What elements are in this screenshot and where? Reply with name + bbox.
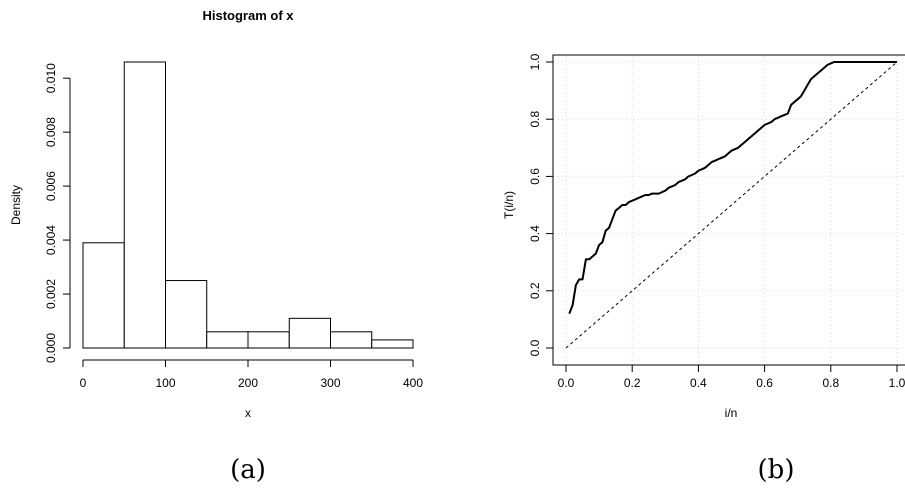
histogram-bar xyxy=(82,242,125,349)
panel-caption-b: (b) xyxy=(758,455,795,485)
histogram-x-tick-label: 400 xyxy=(403,376,423,390)
histogram-bar xyxy=(330,331,373,349)
plot-x-label: i/n xyxy=(725,406,738,420)
histogram-title: Histogram of x xyxy=(202,8,294,23)
plot-series xyxy=(565,61,898,349)
histogram-bar xyxy=(165,280,208,349)
histogram-y-axis: 0.000 0.002 0.004 0.006 0.008 0.010 xyxy=(44,63,71,363)
panel-caption-a: (a) xyxy=(230,455,266,485)
histogram-y-label: Density xyxy=(9,185,23,225)
plot-x-axis: 0.0 0.2 0.4 0.6 0.8 1.0 xyxy=(558,365,905,390)
histogram-x-axis: 0 100 200 300 400 xyxy=(80,359,423,390)
histogram-bar xyxy=(123,61,166,349)
histogram-y-tick-label: 0.004 xyxy=(44,225,58,255)
plot-y-tick-label: 0.4 xyxy=(528,225,542,242)
histogram-bars xyxy=(82,61,414,349)
histogram-y-tick-label: 0.002 xyxy=(44,279,58,309)
plot-y-tick-label: 1.0 xyxy=(528,53,542,70)
ttt-plot-panel: 0.0 0.2 0.4 0.6 0.8 1.0 0.0 0.2 0.4 0.6 0.8 1.0 i/… xyxy=(502,53,905,485)
plot-y-axis: 0.0 0.2 0.4 0.6 0.8 1.0 xyxy=(528,53,553,356)
plot-y-tick-label: 0.2 xyxy=(528,282,542,299)
histogram-bar xyxy=(206,331,249,349)
histogram-y-tick-label: 0.008 xyxy=(44,117,58,147)
histogram-y-tick-label: 0.006 xyxy=(44,171,58,201)
plot-frame xyxy=(552,54,905,366)
reference-diagonal-line xyxy=(565,61,898,349)
histogram-bar xyxy=(288,317,331,349)
plot-y-tick-label: 0.8 xyxy=(528,111,542,128)
histogram-bar xyxy=(247,331,290,349)
histogram-x-tick-label: 200 xyxy=(238,376,258,390)
histogram-bar xyxy=(371,339,414,349)
plot-y-tick-label: 0.6 xyxy=(528,168,542,185)
plot-y-label: T(i/n) xyxy=(502,191,516,219)
ttt-curve-line xyxy=(568,61,897,315)
plot-x-tick-label: 0.2 xyxy=(624,376,641,390)
plot-x-tick-label: 0.6 xyxy=(756,376,773,390)
plot-x-tick-label: 0.4 xyxy=(690,376,707,390)
plot-y-tick-label: 0.0 xyxy=(528,339,542,356)
plot-x-tick-label: 0.0 xyxy=(558,376,575,390)
histogram-x-label: x xyxy=(245,406,251,420)
histogram-x-tick-label: 0 xyxy=(80,376,87,390)
histogram-panel: Histogram of x 0 100 200 300 400 0.0000.0020… xyxy=(9,8,423,485)
histogram-y-tick-label: 0.000 xyxy=(44,333,58,363)
plot-x-tick-label: 1.0 xyxy=(889,376,905,390)
plot-x-tick-label: 0.8 xyxy=(822,376,839,390)
histogram-x-tick-label: 100 xyxy=(155,376,175,390)
histogram-x-tick-label: 300 xyxy=(320,376,340,390)
histogram-y-tick-label: 0.010 xyxy=(44,63,58,93)
plot-grid xyxy=(554,56,905,364)
